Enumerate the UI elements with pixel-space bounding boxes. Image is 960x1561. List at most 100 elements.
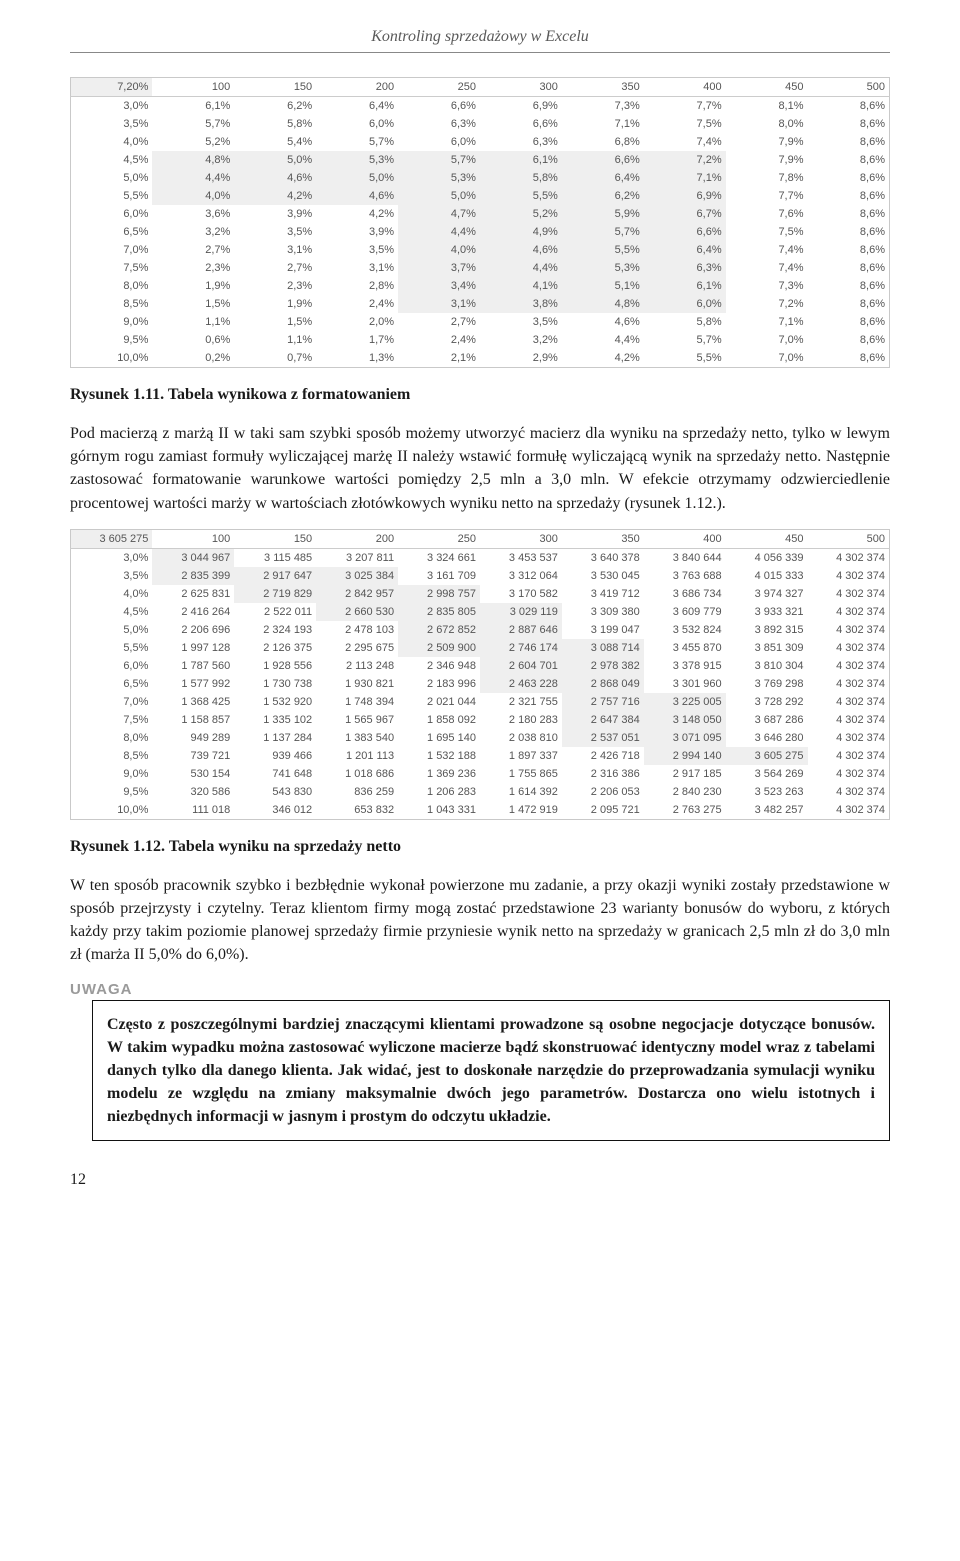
table-cell: 111 018 bbox=[152, 801, 234, 820]
table-row-header: 6,0% bbox=[71, 657, 153, 675]
table-cell: 3 974 327 bbox=[726, 585, 808, 603]
table-col-header: 350 bbox=[562, 529, 644, 548]
table-cell: 949 289 bbox=[152, 729, 234, 747]
table-2: 3 605 275100150200250300350400450500 3,0… bbox=[70, 529, 890, 820]
table-cell: 2 998 757 bbox=[398, 585, 480, 603]
table-cell: 7,3% bbox=[562, 97, 644, 116]
table-cell: 8,6% bbox=[808, 349, 890, 368]
table-cell: 3,9% bbox=[316, 223, 398, 241]
table-row: 4,5%4,8%5,0%5,3%5,7%6,1%6,6%7,2%7,9%8,6% bbox=[71, 151, 890, 169]
table-row: 5,0%4,4%4,6%5,0%5,3%5,8%6,4%7,1%7,8%8,6% bbox=[71, 169, 890, 187]
table-row-header: 4,5% bbox=[71, 151, 153, 169]
table-cell: 4,8% bbox=[562, 295, 644, 313]
table-cell: 7,5% bbox=[726, 223, 808, 241]
table-row: 9,0%530 154741 6481 018 6861 369 2361 75… bbox=[71, 765, 890, 783]
table-row-header: 5,0% bbox=[71, 621, 153, 639]
table-row: 7,0%2,7%3,1%3,5%4,0%4,6%5,5%6,4%7,4%8,6% bbox=[71, 241, 890, 259]
table-cell: 346 012 bbox=[234, 801, 316, 820]
table-cell: 4 302 374 bbox=[808, 711, 890, 729]
table-cell: 4,2% bbox=[316, 205, 398, 223]
table-cell: 3 378 915 bbox=[644, 657, 726, 675]
table-cell: 6,0% bbox=[316, 115, 398, 133]
table-cell: 5,7% bbox=[562, 223, 644, 241]
table-cell: 3 523 263 bbox=[726, 783, 808, 801]
table-cell: 1 532 920 bbox=[234, 693, 316, 711]
table-cell: 4,9% bbox=[480, 223, 562, 241]
table-cell: 2 416 264 bbox=[152, 603, 234, 621]
table-cell: 2 917 647 bbox=[234, 567, 316, 585]
table-cell: 2 604 701 bbox=[480, 657, 562, 675]
table-cell: 1 043 331 bbox=[398, 801, 480, 820]
table-cell: 8,6% bbox=[808, 187, 890, 205]
table-cell: 3 840 644 bbox=[644, 548, 726, 567]
table-row-header: 3,0% bbox=[71, 97, 153, 116]
table-cell: 2,4% bbox=[398, 331, 480, 349]
table-row: 7,5%1 158 8571 335 1021 565 9671 858 092… bbox=[71, 711, 890, 729]
table-cell: 1 369 236 bbox=[398, 765, 480, 783]
table-cell: 2 840 230 bbox=[644, 783, 726, 801]
table-cell: 5,0% bbox=[316, 169, 398, 187]
table-cell: 5,2% bbox=[480, 205, 562, 223]
table-cell: 3 532 824 bbox=[644, 621, 726, 639]
table-row-header: 6,5% bbox=[71, 223, 153, 241]
table-row: 8,5%739 721939 4661 201 1131 532 1881 89… bbox=[71, 747, 890, 765]
table-cell: 7,4% bbox=[644, 133, 726, 151]
table-cell: 4 302 374 bbox=[808, 567, 890, 585]
table-cell: 3 324 661 bbox=[398, 548, 480, 567]
table-cell: 3,2% bbox=[152, 223, 234, 241]
table-cell: 8,6% bbox=[808, 313, 890, 331]
table-cell: 543 830 bbox=[234, 783, 316, 801]
table-cell: 2 887 646 bbox=[480, 621, 562, 639]
table-row: 3,0%3 044 9673 115 4853 207 8113 324 661… bbox=[71, 548, 890, 567]
table-corner: 7,20% bbox=[71, 78, 153, 97]
table-cell: 1 928 556 bbox=[234, 657, 316, 675]
table-row-header: 4,0% bbox=[71, 133, 153, 151]
table-cell: 5,7% bbox=[316, 133, 398, 151]
table-cell: 3 933 321 bbox=[726, 603, 808, 621]
table-cell: 8,6% bbox=[808, 331, 890, 349]
table-cell: 1 930 821 bbox=[316, 675, 398, 693]
table-row-header: 8,0% bbox=[71, 277, 153, 295]
table-cell: 5,2% bbox=[152, 133, 234, 151]
table-cell: 0,6% bbox=[152, 331, 234, 349]
table-cell: 5,8% bbox=[644, 313, 726, 331]
table-cell: 6,1% bbox=[644, 277, 726, 295]
table-row: 9,0%1,1%1,5%2,0%2,7%3,5%4,6%5,8%7,1%8,6% bbox=[71, 313, 890, 331]
table-cell: 6,9% bbox=[480, 97, 562, 116]
table-row: 8,0%949 2891 137 2841 383 5401 695 1402 … bbox=[71, 729, 890, 747]
table-row-header: 9,0% bbox=[71, 765, 153, 783]
table-cell: 2 842 957 bbox=[316, 585, 398, 603]
table-cell: 8,6% bbox=[808, 241, 890, 259]
table-cell: 4 302 374 bbox=[808, 729, 890, 747]
table-cell: 1 206 283 bbox=[398, 783, 480, 801]
table-cell: 1 472 919 bbox=[480, 801, 562, 820]
table-cell: 3,2% bbox=[480, 331, 562, 349]
table-row: 5,5%4,0%4,2%4,6%5,0%5,5%6,2%6,9%7,7%8,6% bbox=[71, 187, 890, 205]
table-cell: 3 640 378 bbox=[562, 548, 644, 567]
table-row-header: 9,0% bbox=[71, 313, 153, 331]
table-cell: 6,6% bbox=[562, 151, 644, 169]
table-cell: 7,2% bbox=[644, 151, 726, 169]
table-cell: 4,4% bbox=[398, 223, 480, 241]
table-row: 10,0%111 018346 012653 8321 043 3311 472… bbox=[71, 801, 890, 820]
table-cell: 6,4% bbox=[316, 97, 398, 116]
table-cell: 4 302 374 bbox=[808, 603, 890, 621]
table-cell: 2 180 283 bbox=[480, 711, 562, 729]
table-cell: 7,9% bbox=[726, 151, 808, 169]
table-row: 5,0%2 206 6962 324 1932 478 1032 672 852… bbox=[71, 621, 890, 639]
table-row-header: 10,0% bbox=[71, 801, 153, 820]
table-cell: 530 154 bbox=[152, 765, 234, 783]
table-cell: 3,1% bbox=[398, 295, 480, 313]
table-cell: 6,6% bbox=[398, 97, 480, 116]
table-cell: 7,0% bbox=[726, 331, 808, 349]
table-cell: 4,0% bbox=[398, 241, 480, 259]
table-row: 6,5%1 577 9921 730 7381 930 8212 183 996… bbox=[71, 675, 890, 693]
document-page: Kontroling sprzedażowy w Excelu 7,20%100… bbox=[0, 0, 960, 1229]
running-header: Kontroling sprzedażowy w Excelu bbox=[70, 28, 890, 53]
table-cell: 1 755 865 bbox=[480, 765, 562, 783]
table-row-header: 6,5% bbox=[71, 675, 153, 693]
table-cell: 6,4% bbox=[562, 169, 644, 187]
table-row: 4,5%2 416 2642 522 0112 660 5302 835 805… bbox=[71, 603, 890, 621]
table-cell: 2,3% bbox=[234, 277, 316, 295]
table-cell: 4 302 374 bbox=[808, 621, 890, 639]
